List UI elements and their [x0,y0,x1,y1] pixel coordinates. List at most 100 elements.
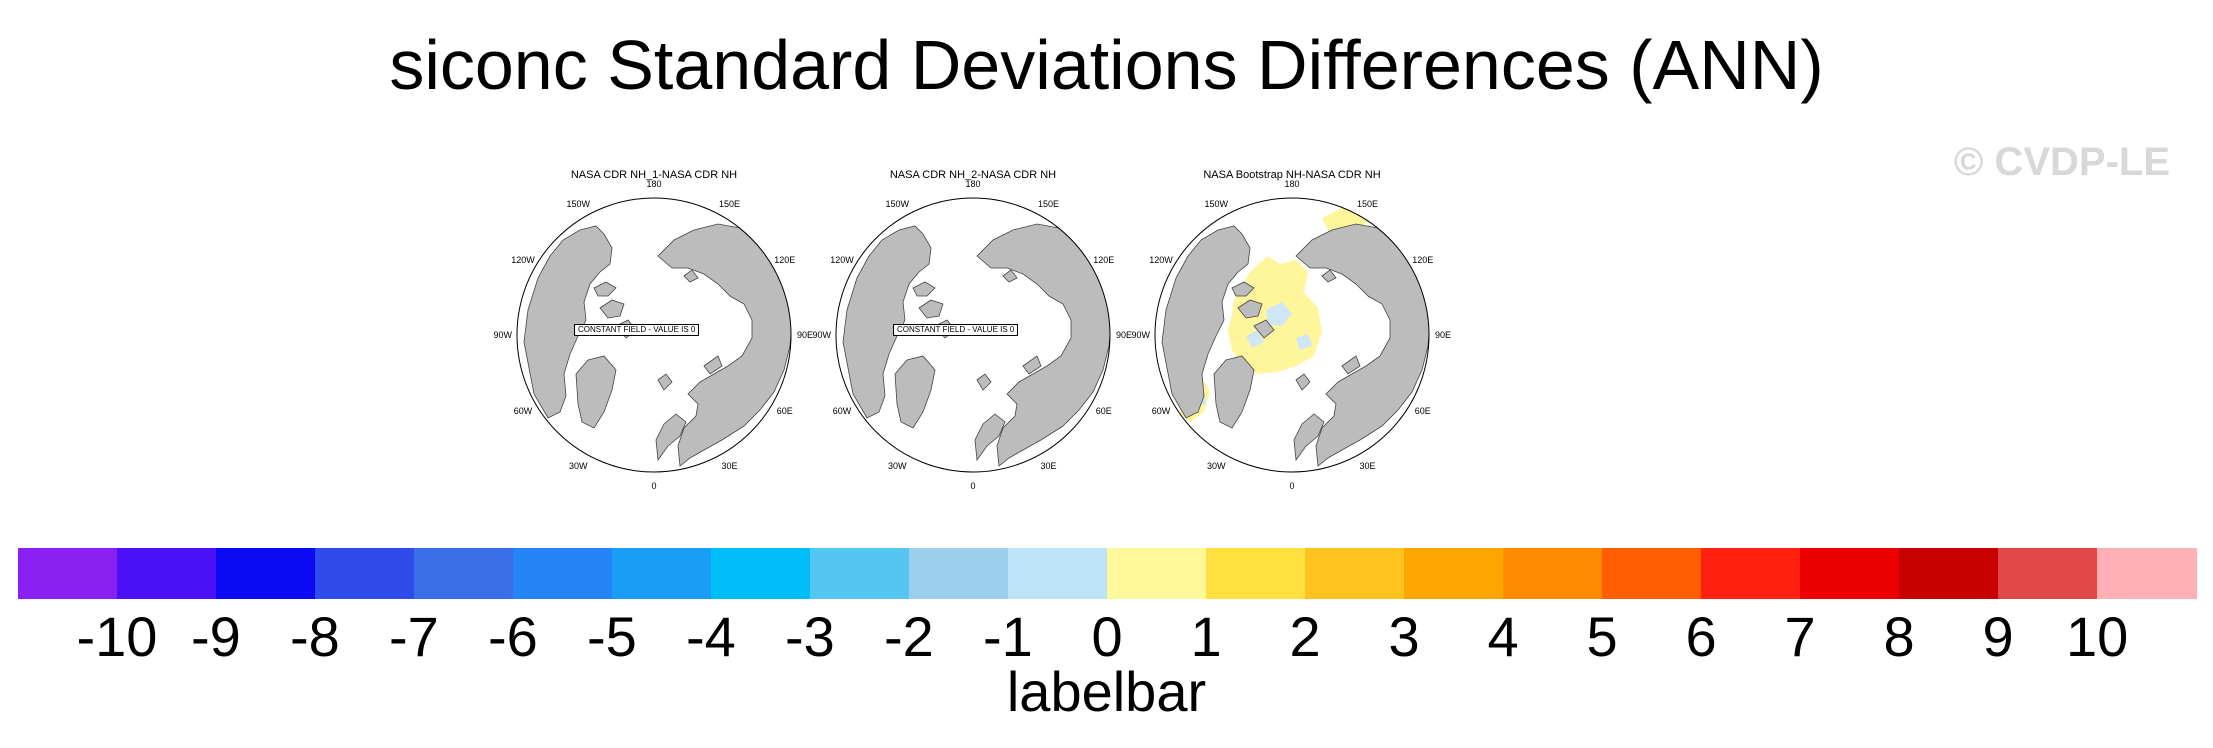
land-mass [974,413,1006,462]
colorbar-axis-label: labelbar [1006,660,1207,723]
map-boundary [835,197,1111,473]
longitude-label: 150E [719,199,741,210]
colorbar-swatch [1899,548,1999,599]
colorbar-tick-label: -5 [587,605,637,668]
longitude-label: 120E [774,254,796,265]
colorbar-swatch [1998,548,2098,599]
longitude-label: 120W [1149,254,1173,265]
colorbar-swatch [711,548,811,599]
longitude-label: 120E [1412,254,1434,265]
colorbar-tick-label: -3 [785,605,835,668]
land-mass [976,373,992,391]
chart-title: siconc Standard Deviations Differences (… [389,26,1824,104]
map-panel-2: NASA CDR NH_2-NASA CDR NH CONSTANT FIELD… [803,160,1143,491]
land-mass [1295,373,1311,391]
constant-field-label: CONSTANT FIELD - VALUE IS 0 [893,324,1019,336]
colorbar-swatch [1008,548,1108,599]
colorbar-tick-label: 8 [1883,605,1915,668]
land-mass [1253,319,1275,339]
longitude-label: 30W [569,460,588,471]
longitude-label: 60W [1151,405,1171,416]
longitude-label: 60W [513,405,533,416]
colorbar-tick-label: 10 [2066,605,2129,668]
longitude-label: 120W [830,254,854,265]
longitude-label: 180 [646,179,662,189]
land-mass [703,355,723,375]
longitude-label: 0 [651,481,657,491]
map-panel-1: NASA CDR NH_1-NASA CDR NH CONSTANT FIELD… [484,160,824,491]
colorbar-swatch [1305,548,1405,599]
colorbar-swatch [810,548,910,599]
colorbar-tick-label: 5 [1586,605,1618,668]
colorbar-tick-label: -9 [191,605,241,668]
map-panel-3: NASA Bootstrap NH-NASA CDR NH 180 150E 120… [1122,160,1462,491]
land-mass [1237,299,1263,319]
colorbar-swatch [117,548,217,599]
colorbar-swatch [414,548,514,599]
longitude-label: 30E [1359,460,1376,471]
longitude-label: 150W [566,199,591,210]
colorbar-swatch [1701,548,1801,599]
colorbar-swatch [909,548,1009,599]
longitude-label: 60E [776,405,793,416]
longitude-label: 90E [1116,330,1133,340]
colorbar-swatch [216,548,316,599]
colorbar [18,548,2197,599]
colorbar-swatch [315,548,415,599]
colorbar-swatch [1206,548,1306,599]
longitude-label: 90W [493,330,513,340]
colorbar-swatch [612,548,712,599]
land-mass [1231,281,1255,297]
constant-field-label: CONSTANT FIELD - VALUE IS 0 [574,324,700,336]
anomaly-region [1266,302,1292,326]
map-boundary [1154,197,1430,473]
land-mass [1341,355,1361,375]
colorbar-swatch [1602,548,1702,599]
anomaly-region [1296,334,1312,350]
colorbar-swatch [1107,548,1207,599]
colorbar-tick-label: 2 [1289,605,1321,668]
colorbar-tick-label: 6 [1685,605,1717,668]
colorbar-swatch [513,548,613,599]
colorbar-tick-label: 7 [1784,605,1816,668]
longitude-label: 90W [812,330,832,340]
longitude-label: 180 [965,179,981,189]
colorbar-tick-label: 3 [1388,605,1420,668]
colorbar-tick-label: -8 [290,605,340,668]
colorbar-swatch [1503,548,1603,599]
land-mass [1022,355,1042,375]
anomaly-region [1246,330,1264,348]
land-mass [1213,355,1255,429]
colorbar-tick-label: -1 [983,605,1033,668]
colorbar-tick-label: -4 [686,605,736,668]
colorbar-swatch [1404,548,1504,599]
colorbar-swatch [1800,548,1900,599]
colorbar-tick-label: -10 [76,605,158,668]
land-mass [918,299,944,319]
longitude-label: 90W [1131,330,1151,340]
longitude-label: 60W [832,405,852,416]
panel-title: NASA CDR NH_1-NASA CDR NH [570,169,738,181]
colorbar-swatch [18,548,118,599]
longitude-label: 30E [1040,460,1057,471]
land-mass [1002,269,1018,283]
cvdp-watermark: © CVDP-LE [1953,140,2170,184]
longitude-label: 150W [885,199,910,210]
panel-title: NASA Bootstrap NH-NASA CDR NH [1203,169,1381,181]
colorbar-tick-label: -6 [488,605,538,668]
longitude-label: 150E [1038,199,1060,210]
colorbar-tick-label: 1 [1190,605,1222,668]
polar-map [1154,197,1430,473]
longitude-label: 150E [1357,199,1379,210]
longitude-label: 30W [1207,460,1226,471]
colorbar-swatch [2097,548,2197,599]
longitude-label: 30E [721,460,738,471]
longitude-label: 0 [970,481,976,491]
colorbar-tick-label: -7 [389,605,439,668]
longitude-label: 30W [888,460,907,471]
land-mass [683,269,699,283]
land-mass [1321,269,1337,283]
longitude-label: 0 [1289,481,1295,491]
land-mass [842,225,932,419]
longitude-label: 150W [1204,199,1229,210]
